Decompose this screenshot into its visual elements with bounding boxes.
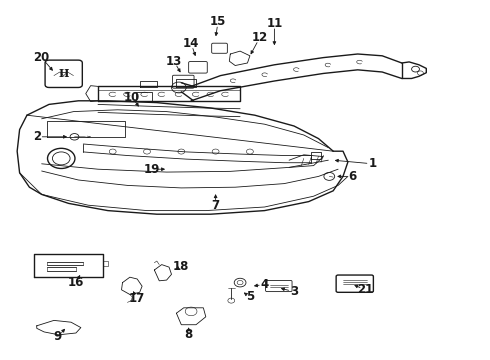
Text: 14: 14 <box>183 37 199 50</box>
Text: 4: 4 <box>261 278 269 291</box>
Text: 12: 12 <box>251 31 268 44</box>
Text: 19: 19 <box>144 163 160 176</box>
Text: 20: 20 <box>33 51 50 64</box>
Text: 7: 7 <box>212 199 220 212</box>
Text: 11: 11 <box>266 17 283 30</box>
Text: 3: 3 <box>290 285 298 298</box>
Text: 10: 10 <box>124 91 141 104</box>
Text: 18: 18 <box>173 260 190 273</box>
Text: H: H <box>58 68 69 79</box>
Text: 21: 21 <box>357 283 373 296</box>
Text: 2: 2 <box>33 130 41 143</box>
Text: 9: 9 <box>54 330 62 343</box>
Text: 15: 15 <box>210 15 226 28</box>
Text: 17: 17 <box>129 292 146 305</box>
Text: 13: 13 <box>166 55 182 68</box>
Text: 6: 6 <box>349 170 357 183</box>
Text: 8: 8 <box>185 328 193 341</box>
Text: 1: 1 <box>368 157 376 170</box>
Text: 5: 5 <box>246 291 254 303</box>
Text: 16: 16 <box>68 276 84 289</box>
